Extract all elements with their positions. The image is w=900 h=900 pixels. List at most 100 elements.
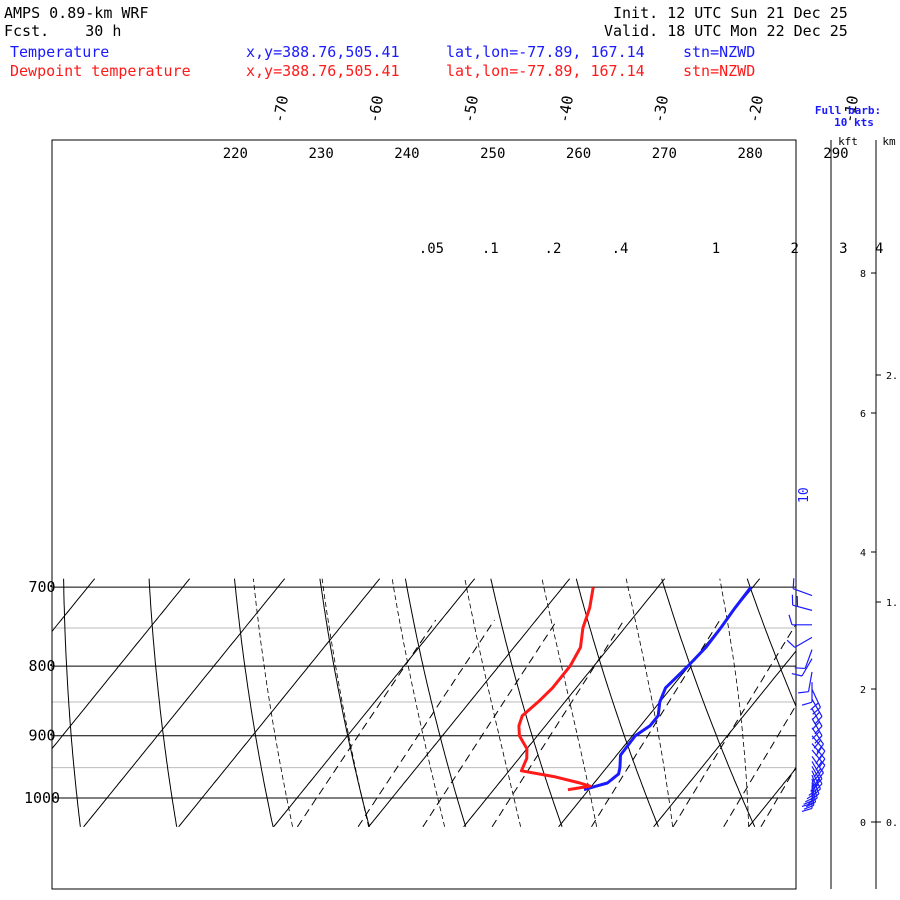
full-barb-title: Full barb:: [815, 104, 881, 117]
barb-staff: [811, 749, 826, 766]
barb-staff: [811, 743, 826, 760]
moist-adiabats: [253, 578, 749, 827]
mixing-ratio-line: [422, 619, 558, 828]
km-tick-label: 1.: [886, 598, 898, 609]
dry-adiabat-label: 290: [823, 146, 848, 162]
barb-flag: [786, 639, 796, 648]
isotherm-label: -30: [650, 94, 672, 124]
isotherm--30: [463, 578, 666, 828]
wind-barbs: [786, 578, 826, 813]
wind-barb: [798, 671, 813, 694]
barb-flag: [814, 735, 823, 744]
barb-staff: [811, 770, 821, 790]
wind-barb: [801, 788, 813, 813]
mixing-ratio-line: [815, 620, 900, 827]
mixing-ratio-label: 2: [790, 241, 798, 257]
temperature-profile: [583, 586, 753, 792]
legend-temperature-coords: x,y=388.76,505.41: [246, 43, 400, 61]
legend-temperature-label: Temperature: [10, 43, 110, 61]
mixing-ratio-label: .2: [545, 241, 562, 257]
dewpoint-profile: [517, 586, 595, 792]
mixing-ratio-label: .4: [612, 241, 629, 257]
barb-staff: [794, 636, 813, 648]
dry-adiabat-label-bg: [306, 145, 337, 160]
minor-pressure-grid: [52, 627, 796, 769]
dry-adiabat-label: 260: [566, 146, 591, 162]
moist-adiabat: [253, 578, 293, 827]
barb-staff: [811, 761, 823, 780]
mixing-ratio-label: .05: [419, 241, 444, 257]
barb-staff: [811, 735, 826, 752]
mixing-ratio-label: 1: [712, 241, 720, 257]
isotherm--40: [368, 578, 571, 828]
dry-adiabat-200: [63, 578, 81, 827]
moist-adiabat: [464, 578, 521, 827]
mixing-ratio-line: [723, 704, 796, 828]
isotherms: [52, 578, 900, 828]
isotherm--90: [52, 578, 96, 633]
isotherm-label: -50: [460, 94, 482, 124]
pressure-label-800: 800: [28, 657, 55, 675]
major-pressure-grid: [52, 586, 796, 799]
barb-flag: [801, 807, 813, 813]
wind-barb: [792, 578, 813, 597]
dry-adiabat-220: [234, 578, 274, 827]
dry-adiabat-250: [490, 578, 563, 827]
barb-flag: [798, 691, 809, 694]
wind-panel: Full barb: 10 kts kft km 8 6 4 2 0 2. 1. 0. 10: [786, 104, 898, 889]
full-barb-subtitle: 10 kts: [834, 116, 874, 129]
barb-staff: [811, 689, 821, 708]
barb-staff: [804, 649, 813, 669]
valid-time: Valid. 18 UTC Mon 22 Dec 25: [604, 22, 848, 40]
barb-flag: [794, 667, 806, 670]
dry-adiabat-230: [319, 578, 370, 827]
barb-staff: [811, 774, 820, 795]
moist-adiabat: [625, 578, 673, 827]
barb-staff: [811, 718, 823, 737]
dry-adiabat-270: [661, 578, 756, 827]
barb-staff: [792, 604, 813, 611]
dry-adiabat-label-bg: [220, 145, 251, 160]
barb-flag: [801, 802, 813, 808]
barb-staff: [793, 588, 813, 597]
isotherm-label: -20: [745, 94, 767, 124]
dry-adiabat-290: [833, 579, 900, 827]
kft-tick-label: 6: [860, 409, 866, 420]
barb-staff: [811, 756, 824, 774]
kft-tick-label: 0: [860, 818, 866, 829]
legend-temperature-stn: stn=NZWD: [683, 43, 756, 61]
mixing-ratio-line: [672, 623, 796, 828]
dry-adiabat-label: 230: [309, 146, 334, 162]
isotherm--50: [273, 578, 476, 828]
mixing-ratio-lines: [296, 619, 900, 828]
barb-flag: [791, 673, 803, 677]
dry-adiabat-label-bg: [391, 145, 422, 160]
isotherm-10: [844, 579, 900, 827]
plot-frame: [51, 139, 797, 890]
barb-flag: [813, 768, 822, 778]
wind-barb: [791, 658, 813, 677]
dry-adiabat-label-bg: [820, 145, 851, 160]
dry-adiabat-label-bg: [649, 145, 680, 160]
barb-staff: [801, 658, 813, 677]
legend-dewpoint-stn: stn=NZWD: [683, 62, 756, 80]
km-label: km: [882, 135, 896, 148]
pressure-label-1000: 1000: [24, 789, 60, 807]
barb-staff: [811, 698, 823, 717]
isotherm-label: -10: [840, 94, 862, 124]
legend-dewpoint-latlon: lat,lon=-77.89, 167.14: [446, 62, 645, 80]
axis-labels: 7008009001000-70-60-50-40-30-20-10022023…: [24, 94, 884, 807]
dry-adiabat-label-bg: [477, 145, 508, 160]
dry-adiabat-280: [746, 578, 796, 708]
isotherm-label: -40: [555, 94, 577, 124]
wind-barb: [801, 682, 813, 706]
init-time: Init. 12 UTC Sun 21 Dec 25: [613, 4, 848, 22]
isotherm--80: [52, 578, 191, 750]
dry-adiabat-240: [404, 578, 467, 827]
mixing-ratio-label: 3: [839, 241, 847, 257]
dry-adiabat-label: 280: [737, 146, 762, 162]
isotherm--10: [653, 650, 796, 828]
moist-adiabat: [391, 578, 445, 827]
isotherm--70: [83, 578, 286, 828]
